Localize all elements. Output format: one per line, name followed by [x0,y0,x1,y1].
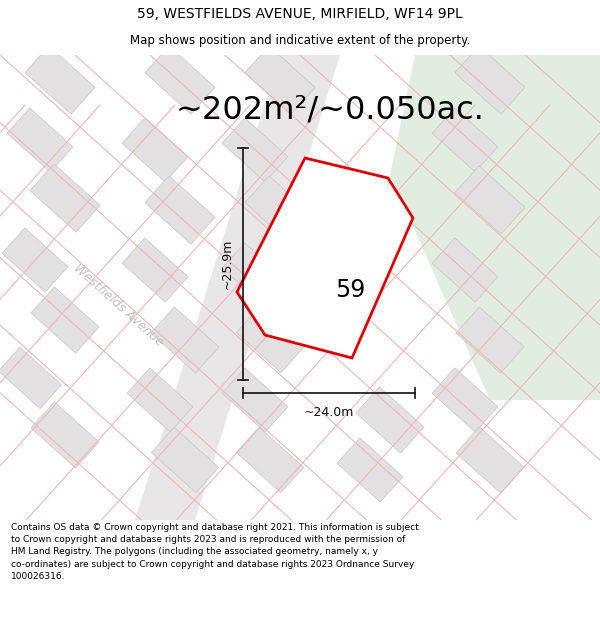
Polygon shape [135,55,340,520]
Polygon shape [236,428,304,493]
Polygon shape [122,118,188,182]
Polygon shape [432,108,498,172]
Polygon shape [31,287,99,353]
Text: ~202m²/~0.050ac.: ~202m²/~0.050ac. [176,94,484,126]
Polygon shape [151,428,218,493]
Polygon shape [122,238,188,302]
Polygon shape [245,176,315,244]
Polygon shape [455,46,525,114]
Polygon shape [2,228,68,292]
Polygon shape [237,158,413,358]
Text: Contains OS data © Crown copyright and database right 2021. This information is : Contains OS data © Crown copyright and d… [11,523,419,581]
Polygon shape [432,368,498,432]
Polygon shape [455,166,525,234]
Polygon shape [25,46,95,114]
Text: ~24.0m: ~24.0m [304,406,354,419]
Polygon shape [222,368,288,432]
Polygon shape [432,238,498,302]
Polygon shape [337,438,403,502]
Polygon shape [236,308,304,372]
Polygon shape [456,427,524,493]
Polygon shape [145,176,215,244]
Polygon shape [222,243,288,307]
Polygon shape [356,387,424,453]
Text: ~25.9m: ~25.9m [221,239,233,289]
Polygon shape [456,307,524,373]
Polygon shape [222,118,288,182]
Polygon shape [0,348,62,409]
Polygon shape [7,108,73,172]
Text: 59: 59 [335,278,365,302]
Text: Westfields Avenue: Westfields Avenue [71,261,166,349]
Polygon shape [151,307,219,373]
Polygon shape [127,368,193,432]
Polygon shape [30,164,100,232]
Polygon shape [390,55,600,400]
Polygon shape [245,46,315,114]
Text: 59, WESTFIELDS AVENUE, MIRFIELD, WF14 9PL: 59, WESTFIELDS AVENUE, MIRFIELD, WF14 9P… [137,8,463,21]
Polygon shape [31,402,99,468]
Polygon shape [145,46,215,114]
Text: Map shows position and indicative extent of the property.: Map shows position and indicative extent… [130,34,470,48]
